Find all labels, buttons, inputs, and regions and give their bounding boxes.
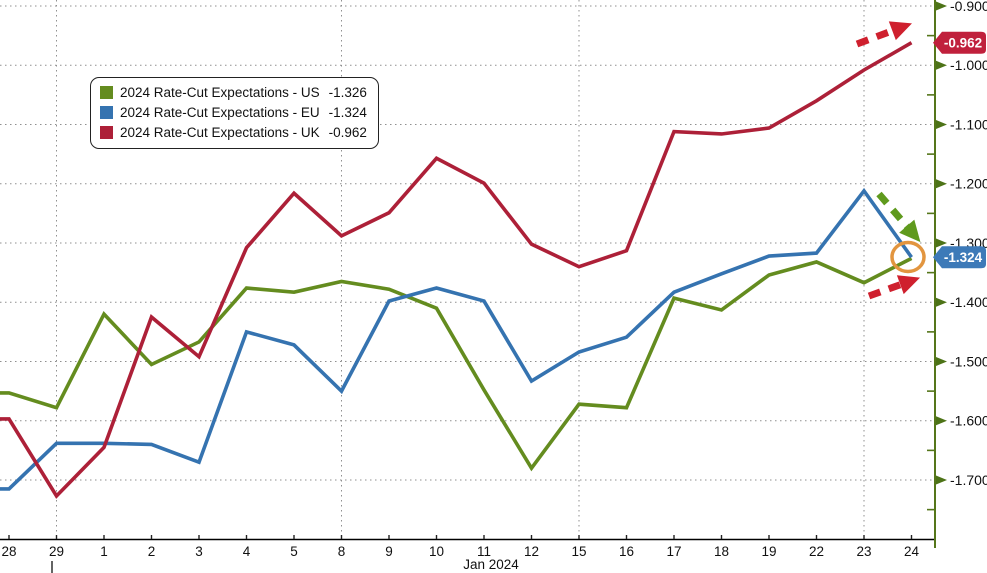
y-tick-label: -1.000 — [950, 57, 987, 73]
price-badges: -0.962 -1.324 — [933, 31, 986, 269]
series-lines — [0, 41, 913, 499]
x-axis-title: Jan 2024 — [463, 557, 519, 572]
annotation-arrow-uk-trend-up — [855, 25, 899, 48]
x-tick-label: 12 — [524, 544, 539, 559]
price-badge-value-uk: -0.962 — [944, 36, 982, 51]
x-tick-label: 28 — [1, 544, 16, 559]
legend-label-us: 2024 Rate-Cut Expectations - US — [120, 85, 320, 100]
x-tick-label: 2 — [148, 544, 156, 559]
legend-label-eu: 2024 Rate-Cut Expectations - EU — [120, 105, 320, 120]
legend-value-us: -1.326 — [328, 85, 367, 100]
legend-swatch-uk — [100, 126, 113, 139]
annotation-arrow-eu-drop — [876, 191, 913, 233]
x-tick-label: 9 — [385, 544, 393, 559]
price-badge-value-eu: -1.324 — [944, 250, 983, 265]
x-tick-label: 11 — [477, 544, 491, 559]
x-tick-label: 8 — [338, 544, 346, 559]
legend-swatch-us — [100, 86, 113, 99]
x-tick-label: 1 — [100, 544, 108, 559]
y-tick-label: -0.900 — [950, 0, 987, 14]
legend-value-eu: -1.324 — [328, 105, 367, 120]
x-tick-label: 17 — [666, 544, 681, 559]
legend: 2024 Rate-Cut Expectations - US -1.326 2… — [90, 77, 379, 149]
x-tick-label: 24 — [904, 544, 920, 559]
y-tick-label: -1.100 — [950, 116, 987, 132]
x-tick-label: 4 — [243, 544, 251, 559]
series-line-eu — [0, 187, 913, 491]
annotation-arrow-us-trend-up — [867, 279, 907, 300]
x-tick-label: 22 — [809, 544, 824, 559]
x-tick-label: 10 — [429, 544, 444, 559]
legend-value-uk: -0.962 — [328, 125, 367, 140]
series-line-uk — [0, 41, 913, 499]
y-tick-label: -1.600 — [950, 413, 987, 429]
y-axis: -0.900-1.000-1.100-1.200-1.300-1.400-1.5… — [927, 0, 987, 548]
annotation-arrowhead-uk-trend-up — [888, 21, 912, 41]
y-tick-arrow — [936, 475, 947, 485]
legend-swatch-eu — [100, 106, 113, 119]
y-tick-label: -1.200 — [950, 176, 987, 192]
annotation-arrowhead-eu-drop — [899, 219, 921, 243]
y-tick-arrow — [936, 120, 947, 129]
legend-item-us: 2024 Rate-Cut Expectations - US -1.326 — [100, 83, 367, 102]
x-tick-label: 23 — [856, 544, 871, 559]
y-tick-arrow — [936, 179, 947, 189]
annotations — [855, 21, 926, 300]
y-tick-label: -1.400 — [950, 294, 987, 310]
annotation-arrowhead-us-trend-up — [896, 275, 921, 295]
x-tick-label: 15 — [571, 544, 586, 559]
y-tick-arrow — [936, 357, 947, 366]
y-tick-arrow — [936, 416, 947, 426]
y-tick-arrow — [936, 297, 947, 307]
y-tick-label: -1.700 — [950, 472, 987, 488]
x-tick-label: 5 — [290, 544, 298, 559]
x-tick-label: 16 — [619, 544, 634, 559]
endpoint-highlight-circle — [890, 240, 926, 274]
legend-item-eu: 2024 Rate-Cut Expectations - EU -1.324 — [100, 103, 367, 122]
x-tick-label: 18 — [714, 544, 729, 559]
y-tick-label: -1.500 — [950, 353, 987, 369]
y-tick-arrow — [936, 238, 947, 248]
price-badge-uk — [933, 31, 986, 54]
x-tick-label: 19 — [761, 544, 776, 559]
legend-label-uk: 2024 Rate-Cut Expectations - UK — [120, 125, 320, 140]
legend-item-uk: 2024 Rate-Cut Expectations - UK -0.962 — [100, 123, 367, 142]
x-tick-label: 29 — [49, 544, 64, 559]
series-line-us — [0, 256, 913, 472]
price-badge-eu — [933, 246, 986, 269]
y-tick-arrow — [936, 1, 947, 11]
y-tick-arrow — [936, 60, 947, 70]
x-tick-label: 3 — [195, 544, 203, 559]
